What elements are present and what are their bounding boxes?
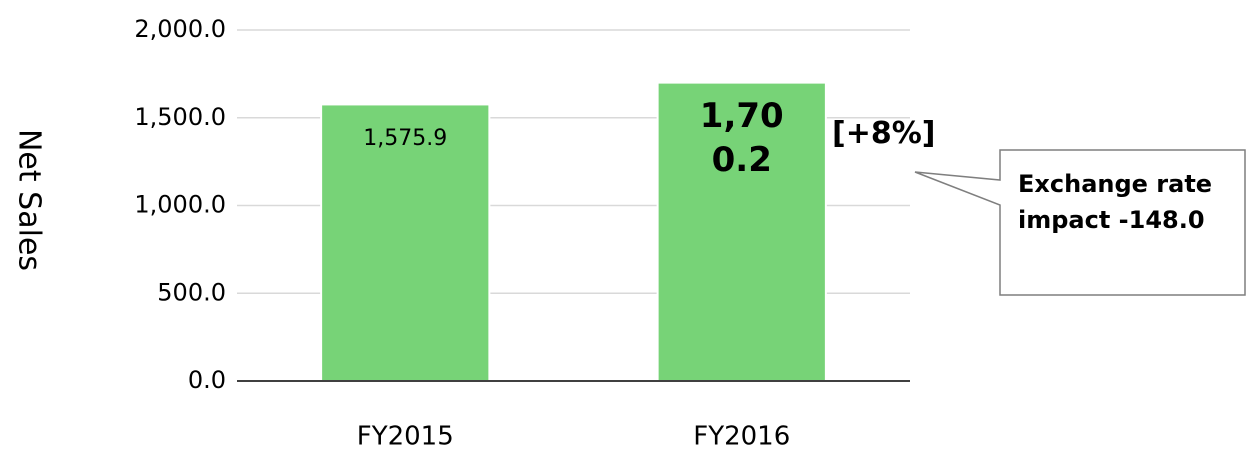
y-tick-label: 1,000.0: [134, 191, 226, 219]
bar: [320, 103, 491, 383]
value-label: 1,700.2: [699, 96, 784, 180]
value-label: 1,575.9: [363, 126, 448, 151]
callout-text: Exchange rate impact -148.0: [1018, 170, 1213, 234]
y-tick-label: 500.0: [157, 278, 226, 306]
growth-annotation: [+8%]: [832, 116, 936, 151]
y-axis-label: Net Sales: [12, 129, 47, 271]
x-tick-label: FY2016: [693, 422, 790, 452]
y-tick-label: 1,500.0: [134, 103, 226, 131]
y-tick-label: 0.0: [188, 366, 226, 394]
callout-box: [914, 149, 1246, 296]
x-tick-label: FY2015: [357, 422, 454, 452]
y-tick-label: 2,000.0: [134, 15, 226, 43]
